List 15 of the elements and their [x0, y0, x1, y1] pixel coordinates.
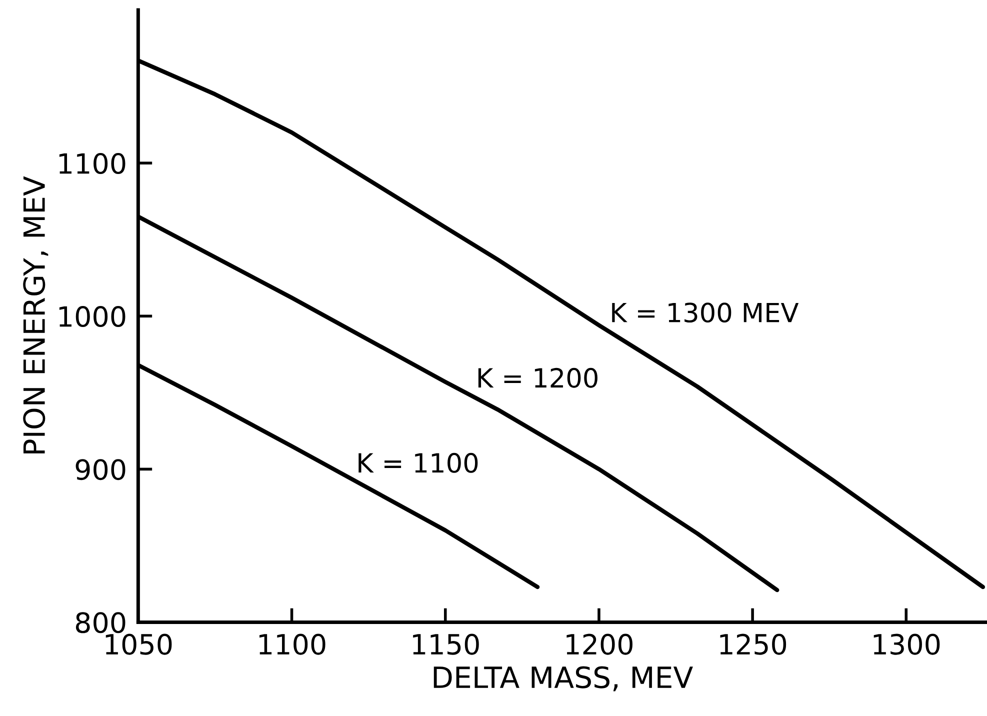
x-tick-label: 1200 — [566, 634, 632, 655]
series-label: K = 1300 MEV — [612, 302, 799, 323]
x-tick-label: 1250 — [720, 634, 786, 655]
x-tick-label: 1050 — [106, 634, 172, 655]
series-label: K = 1100 — [358, 452, 478, 473]
y-tick-label: 1100 — [59, 153, 126, 174]
x-tick-label: 1300 — [874, 634, 940, 655]
y-axis-title: PION ENERGY, MEV — [23, 176, 48, 454]
y-tick-label: 800 — [76, 612, 126, 634]
y-tick-label: 900 — [76, 459, 126, 480]
x-tick-label: 1100 — [259, 634, 326, 655]
x-axis-title: DELTA MASS, MEV — [434, 666, 693, 692]
x-tick-label: 1150 — [413, 634, 479, 655]
series-label: K = 1200 — [478, 368, 598, 388]
y-tick-label: 1000 — [59, 306, 126, 328]
